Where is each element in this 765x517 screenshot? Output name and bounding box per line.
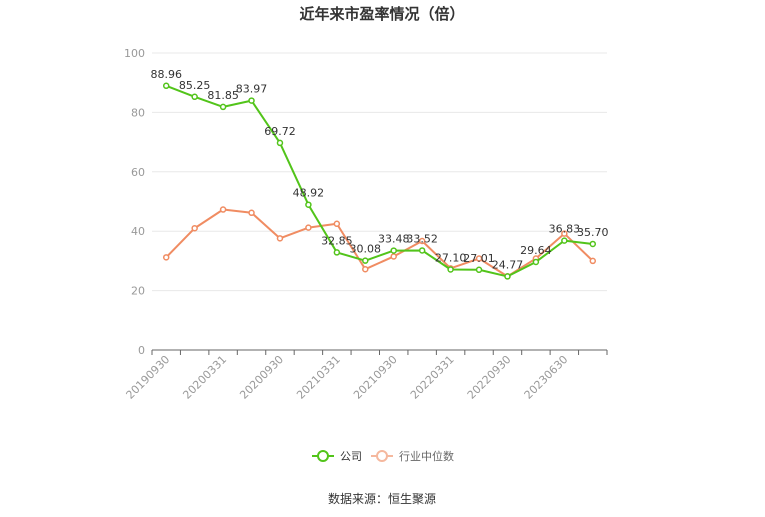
company-data-label: 33.52 bbox=[406, 232, 438, 245]
company-data-point[interactable] bbox=[162, 82, 170, 90]
company-data-point[interactable] bbox=[333, 249, 341, 256]
y-tick-label: 0 bbox=[138, 344, 145, 357]
company-data-point[interactable] bbox=[418, 247, 426, 254]
x-tick-label: 20200331 bbox=[180, 353, 229, 402]
company-data-point[interactable] bbox=[276, 139, 284, 147]
y-tick-label: 20 bbox=[131, 285, 145, 298]
y-tick-label: 40 bbox=[131, 225, 145, 238]
legend-company-marker-icon bbox=[317, 450, 329, 462]
industry-data-point[interactable] bbox=[305, 224, 312, 231]
x-tick-label: 20200930 bbox=[237, 353, 286, 402]
y-tick-label: 60 bbox=[131, 166, 145, 179]
industry-data-point[interactable] bbox=[248, 209, 255, 217]
industry-data-point[interactable] bbox=[589, 257, 597, 265]
company-data-label: 30.08 bbox=[350, 243, 382, 256]
x-tick-label: 20220930 bbox=[465, 353, 514, 402]
company-data-label: 33.48 bbox=[378, 233, 410, 246]
company-data-label: 27.10 bbox=[435, 252, 467, 265]
company-data-label: 27.01 bbox=[463, 252, 495, 265]
industry-data-point[interactable] bbox=[390, 253, 397, 260]
chart-title: 近年来市盈率情况（倍） bbox=[299, 5, 464, 23]
industry-data-point[interactable] bbox=[276, 235, 284, 242]
industry-data-point[interactable] bbox=[561, 230, 568, 237]
company-data-point[interactable] bbox=[504, 273, 511, 280]
industry-data-point[interactable] bbox=[219, 206, 227, 213]
grid bbox=[152, 52, 607, 292]
y-tick-label: 100 bbox=[124, 47, 145, 60]
company-data-point[interactable] bbox=[589, 240, 597, 248]
company-data-label: 32.85 bbox=[321, 234, 353, 247]
company-data-label: 29.64 bbox=[520, 244, 552, 257]
company-data-label: 36.83 bbox=[549, 223, 581, 236]
legend-item-company[interactable]: 公司 bbox=[312, 450, 362, 463]
industry-data-point[interactable] bbox=[333, 220, 341, 228]
company-data-point[interactable] bbox=[219, 103, 227, 111]
industry-data-point[interactable] bbox=[162, 254, 170, 261]
company-data-label: 35.70 bbox=[577, 226, 609, 239]
industry-median-pe-line bbox=[165, 208, 594, 278]
company-data-label: 85.25 bbox=[179, 79, 211, 92]
legend-industry-label: 行业中位数 bbox=[399, 449, 454, 463]
company-data-label: 88.96 bbox=[150, 68, 182, 81]
company-data-point[interactable] bbox=[305, 201, 312, 208]
company-data-label: 81.85 bbox=[207, 89, 239, 102]
industry-data-point[interactable] bbox=[475, 255, 483, 262]
company-pe-line bbox=[165, 84, 593, 278]
company-data-label: 48.92 bbox=[293, 187, 325, 200]
series-lines bbox=[162, 82, 597, 280]
industry-data-point[interactable] bbox=[418, 237, 426, 245]
x-tick-label: 20210331 bbox=[294, 353, 343, 402]
legend: 公司 行业中位数 bbox=[312, 449, 454, 463]
legend-industry-marker-icon bbox=[376, 450, 388, 462]
x-tick-label: 20220331 bbox=[408, 353, 457, 402]
company-data-point[interactable] bbox=[561, 237, 568, 244]
company-data-point[interactable] bbox=[362, 257, 369, 264]
company-data-point[interactable] bbox=[532, 258, 540, 266]
company-data-point[interactable] bbox=[447, 266, 454, 273]
company-data-label: 83.97 bbox=[236, 83, 268, 96]
industry-data-point[interactable] bbox=[362, 265, 369, 273]
legend-item-industry-median[interactable]: 行业中位数 bbox=[371, 449, 454, 463]
x-tick-label: 20210930 bbox=[351, 353, 400, 402]
company-data-label: 24.77 bbox=[492, 258, 524, 271]
company-data-label: 69.72 bbox=[264, 125, 296, 138]
data-source-note: 数据来源：恒生聚源 bbox=[328, 491, 436, 506]
x-tick-label: 20230630 bbox=[522, 353, 571, 402]
company-data-point[interactable] bbox=[248, 97, 255, 104]
company-data-point[interactable] bbox=[191, 93, 198, 101]
x-tick-label: 20190930 bbox=[124, 353, 173, 402]
legend-company-label: 公司 bbox=[340, 450, 362, 463]
y-tick-label: 80 bbox=[131, 106, 145, 119]
company-data-point[interactable] bbox=[475, 266, 483, 274]
company-data-point[interactable] bbox=[390, 247, 397, 254]
industry-data-point[interactable] bbox=[191, 224, 198, 232]
